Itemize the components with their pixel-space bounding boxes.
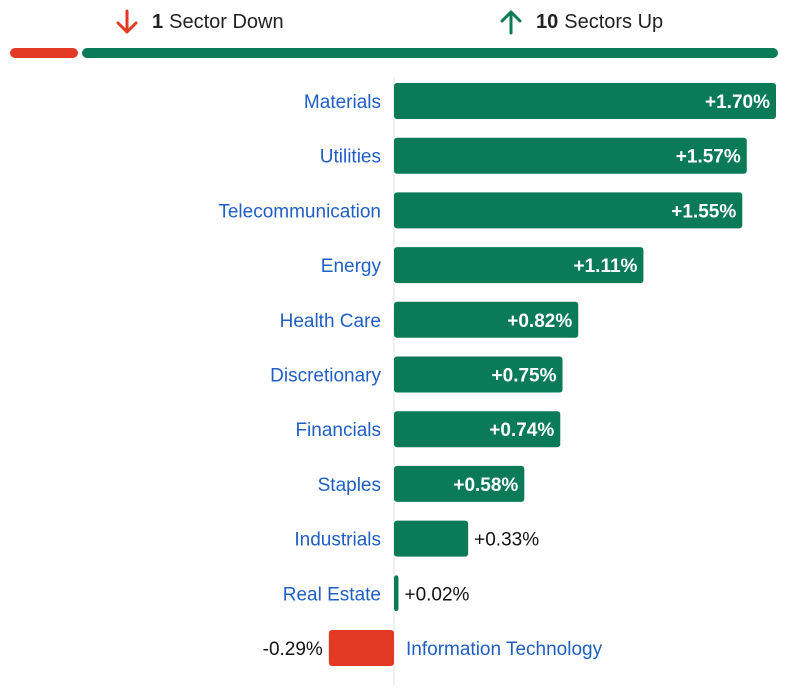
value-label-materials: +1.70% (705, 92, 770, 113)
category-label-real-estate[interactable]: Real Estate (283, 584, 381, 605)
arrow-down-icon (116, 9, 138, 34)
sector-summary: 1 Sector Down 10 Sectors Up (0, 8, 788, 40)
category-label-discretionary[interactable]: Discretionary (270, 366, 381, 387)
sectors-up-summary: 10 Sectors Up (498, 8, 663, 36)
sectors-up-label: Sectors Up (564, 10, 664, 33)
category-label-staples[interactable]: Staples (318, 475, 381, 496)
sectors-up-count: 10 (536, 10, 559, 33)
bar-materials[interactable] (394, 83, 776, 119)
bar-telecommunication[interactable] (394, 192, 743, 229)
bar-utilities[interactable] (394, 137, 747, 174)
category-label-telecommunication[interactable]: Telecommunication (218, 201, 381, 222)
value-label-energy: +1.11% (574, 256, 638, 277)
value-label-health-care: +0.82% (507, 311, 572, 332)
sectors-down-count: 1 (152, 10, 164, 33)
bar-real-estate[interactable] (394, 575, 399, 612)
sectors-down-label: Sector Down (169, 10, 284, 33)
value-label-real-estate: +0.02% (404, 584, 469, 605)
category-label-information-technology[interactable]: Information Technology (406, 639, 603, 660)
bar-energy[interactable] (394, 247, 644, 284)
value-label-information-technology: -0.29% (263, 639, 323, 660)
value-label-discretionary: +0.75% (492, 366, 557, 387)
sector-breadth-bar (10, 48, 778, 58)
bar-industrials[interactable] (394, 520, 469, 557)
value-label-telecommunication: +1.55% (671, 201, 736, 222)
breadth-down-segment (10, 48, 78, 58)
value-label-utilities: +1.57% (676, 147, 741, 168)
bar-information-technology[interactable] (328, 630, 394, 666)
sectors-down-summary: 1 Sector Down (114, 8, 284, 36)
breadth-up-segment (81, 48, 778, 58)
category-label-materials[interactable]: Materials (304, 92, 381, 113)
category-label-energy[interactable]: Energy (321, 256, 382, 277)
category-label-health-care[interactable]: Health Care (280, 311, 381, 332)
category-label-financials[interactable]: Financials (295, 420, 381, 441)
category-label-industrials[interactable]: Industrials (294, 530, 381, 551)
arrow-up-icon (500, 10, 522, 35)
bar-staples[interactable] (394, 465, 525, 502)
bar-discretionary[interactable] (394, 356, 563, 393)
value-label-industrials: +0.33% (474, 530, 539, 551)
value-label-staples: +0.58% (453, 475, 518, 496)
category-label-utilities[interactable]: Utilities (320, 147, 381, 168)
bar-health-care[interactable] (394, 301, 579, 338)
bar-financials[interactable] (394, 411, 561, 448)
value-label-financials: +0.74% (489, 420, 554, 441)
